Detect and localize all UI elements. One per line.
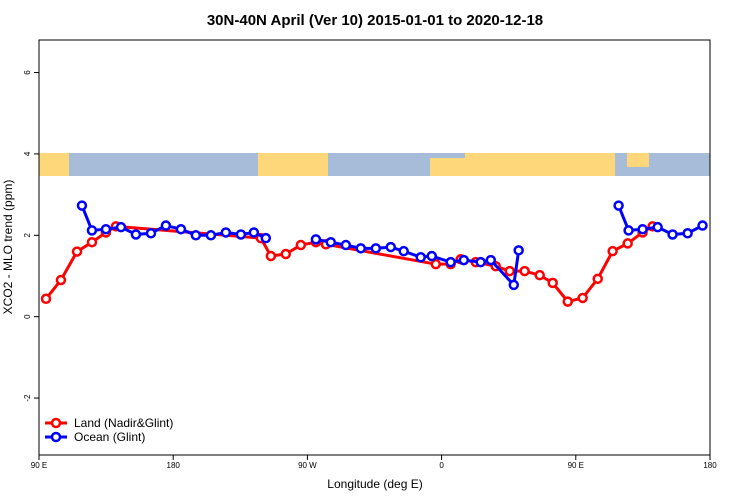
land-area <box>465 153 615 176</box>
data-point <box>682 228 693 239</box>
y-tick-label: 2 <box>23 233 32 238</box>
y-tick-label: -2 <box>23 394 32 402</box>
data-point <box>175 223 187 235</box>
legend-label: Land (Nadir&Glint) <box>74 416 173 430</box>
data-point <box>205 230 217 241</box>
data-point <box>355 243 367 254</box>
data-point <box>115 221 127 233</box>
x-tick-label: 180 <box>703 461 717 470</box>
data-point <box>385 241 397 253</box>
y-tick-label: 6 <box>23 70 32 75</box>
data-point <box>513 245 524 256</box>
data-point <box>40 293 52 305</box>
data-point <box>508 279 520 291</box>
x-tick-label: 0 <box>439 461 444 470</box>
x-axis-label: Longitude (deg E) <box>327 477 422 491</box>
data-point <box>592 273 603 285</box>
x-tick-label: 90 E <box>568 461 584 470</box>
data-point <box>370 243 382 254</box>
land-area <box>627 153 649 167</box>
data-point <box>562 296 573 307</box>
data-point <box>458 254 470 266</box>
data-point <box>220 227 232 238</box>
data-point <box>145 228 157 239</box>
data-point <box>667 229 678 240</box>
data-point <box>547 277 558 289</box>
data-point <box>130 229 142 240</box>
data-point <box>697 220 708 231</box>
data-point <box>235 229 247 240</box>
data-point <box>325 236 337 248</box>
data-point <box>100 223 112 235</box>
data-point <box>310 234 322 245</box>
data-point <box>190 230 202 241</box>
data-point <box>519 265 530 277</box>
data-point <box>577 292 588 304</box>
data-point <box>340 239 352 251</box>
legend-marker <box>50 417 62 429</box>
data-point <box>607 245 618 257</box>
data-point <box>55 274 67 286</box>
data-point <box>475 256 486 268</box>
data-point <box>398 245 409 257</box>
data-point <box>622 238 633 249</box>
land-area <box>258 153 328 176</box>
data-point <box>485 254 497 266</box>
x-tick-label: 180 <box>167 461 181 470</box>
data-point <box>160 220 172 231</box>
y-axis-label: XCO2 - MLO trend (ppm) <box>1 180 15 315</box>
data-point <box>86 236 98 248</box>
data-point <box>415 252 426 263</box>
data-point <box>637 223 648 235</box>
data-point <box>534 269 545 281</box>
legend-marker <box>50 431 62 443</box>
x-tick-label: 90 E <box>31 461 47 470</box>
map-strip <box>39 153 710 176</box>
data-point <box>445 256 456 268</box>
data-point <box>248 227 260 238</box>
data-point <box>260 232 272 244</box>
land-area <box>39 153 69 176</box>
data-point <box>430 258 442 270</box>
data-point <box>295 239 307 251</box>
plot-frame <box>38 39 711 456</box>
data-point <box>76 200 88 211</box>
chart-title: 30N-40N April (Ver 10) 2015-01-01 to 202… <box>207 12 543 29</box>
data-point <box>613 200 624 211</box>
x-tick-label: 90 W <box>298 461 317 470</box>
data-point <box>504 265 515 277</box>
data-point <box>623 225 634 236</box>
data-point <box>652 221 663 233</box>
y-tick-label: 4 <box>23 151 32 156</box>
data-point <box>71 246 83 257</box>
y-tick-label: 0 <box>23 314 32 319</box>
data-point <box>265 250 277 262</box>
data-point <box>280 248 292 260</box>
land-area <box>430 158 465 176</box>
legend-label: Ocean (Glint) <box>74 430 145 444</box>
data-point <box>86 225 98 236</box>
data-point <box>426 250 438 262</box>
